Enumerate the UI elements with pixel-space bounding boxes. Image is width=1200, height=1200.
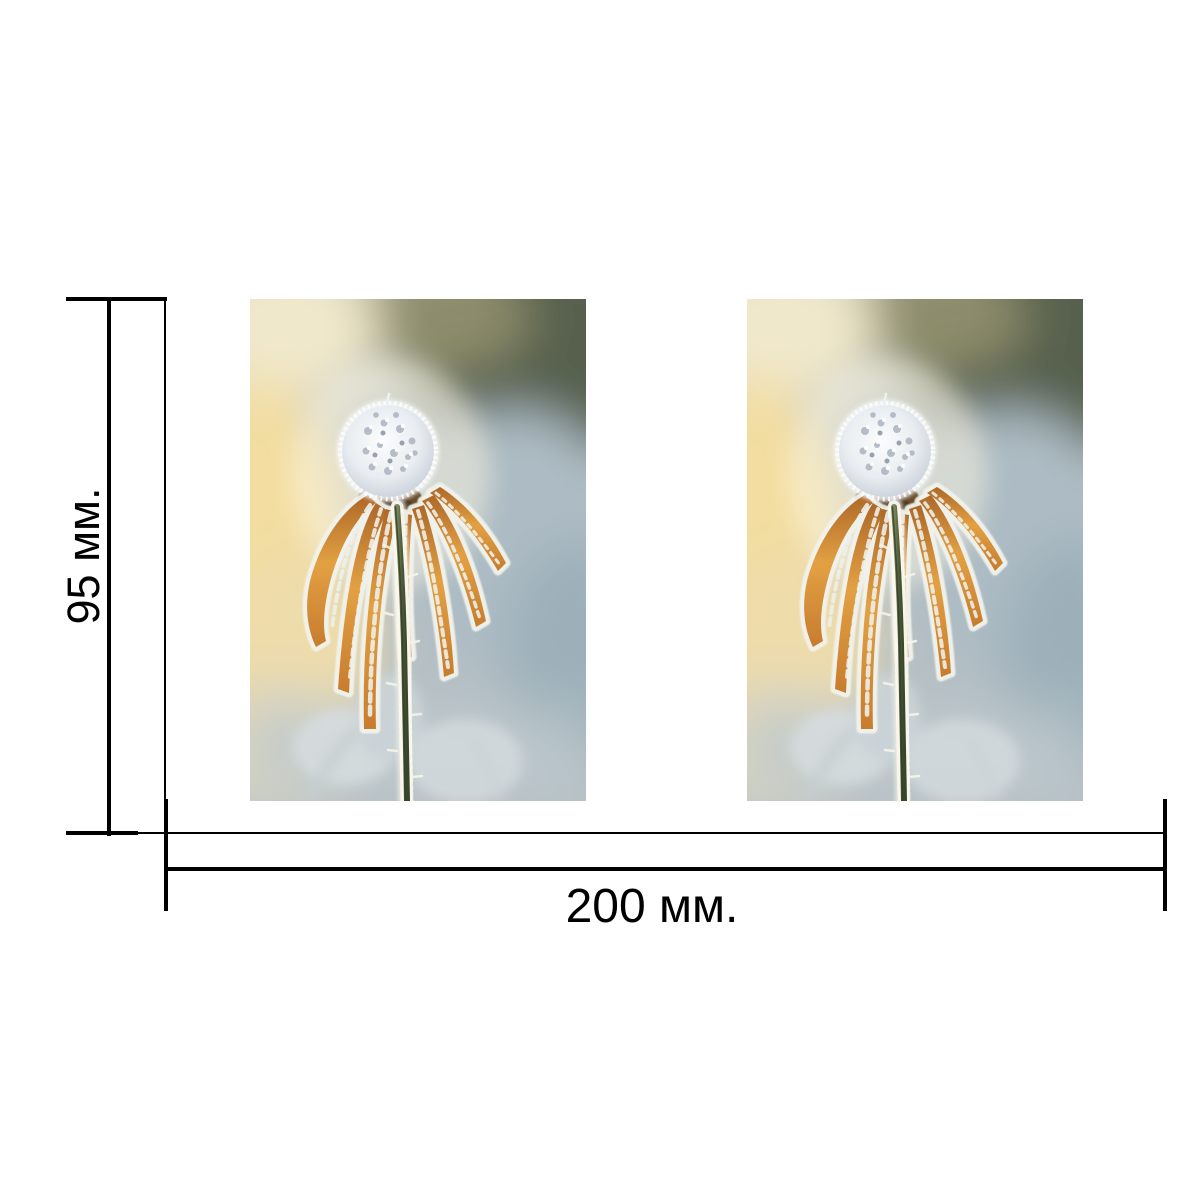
frosted-flower-image bbox=[250, 299, 586, 801]
height-dimension-line bbox=[107, 297, 111, 836]
width-dimension-line bbox=[164, 867, 1167, 871]
frosted-flower-image bbox=[747, 299, 1083, 801]
photo-frosted-flower-right bbox=[747, 299, 1083, 801]
width-dimension-label: 200 мм. bbox=[565, 880, 739, 933]
bottom-edge-extension-line bbox=[66, 832, 1167, 834]
width-dimension-right-cap bbox=[1163, 799, 1167, 911]
left-edge-extension-line bbox=[164, 299, 166, 833]
height-dimension-top-cap bbox=[66, 297, 167, 301]
width-dimension-left-cap bbox=[164, 799, 168, 911]
height-dimension-label: 95 мм. bbox=[58, 487, 109, 625]
photo-frosted-flower-left bbox=[250, 299, 586, 801]
